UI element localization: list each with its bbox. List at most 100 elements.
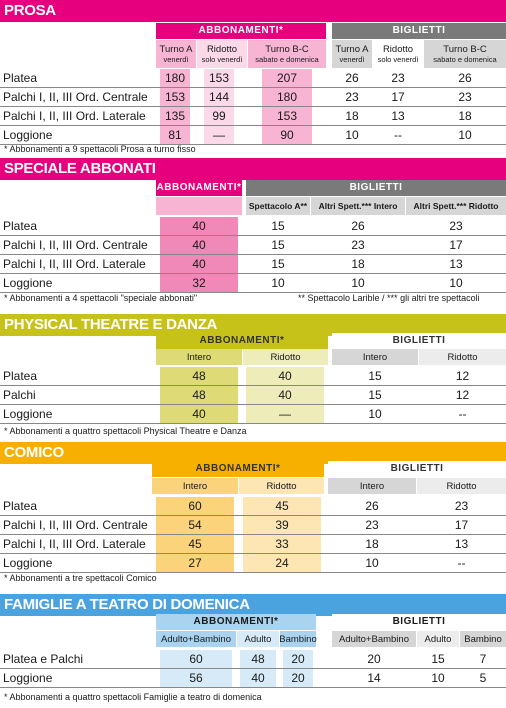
biglietto-price: 17 bbox=[391, 90, 405, 104]
biglietto-price: 7 bbox=[479, 652, 487, 666]
abbonamento-price: 60 bbox=[160, 650, 232, 668]
abbonamento-price: 90 bbox=[262, 126, 312, 144]
abbonamento-price: 20 bbox=[283, 669, 313, 687]
prosa-big-col-turno-bc: Turno B-C sabato e domenica bbox=[424, 40, 506, 68]
famiglie-abb-col-adulto-bambino: Adulto+Bambino bbox=[156, 631, 236, 647]
row-label: Palchi I, II, III Ord. Laterale bbox=[3, 257, 146, 271]
prosa-note: * Abbonamenti a 9 spettacoli Prosa a tur… bbox=[4, 144, 196, 154]
physical-note: * Abbonamenti a quattro spettacoli Physi… bbox=[4, 426, 247, 436]
row-label: Loggione bbox=[3, 128, 53, 142]
row-divider bbox=[0, 534, 506, 535]
abbonamento-price: 153 bbox=[204, 69, 234, 87]
biglietto-price: -- bbox=[394, 128, 402, 142]
speciale-note: * Abbonamenti a 4 spettacoli "speciale a… bbox=[4, 293, 198, 303]
row-label: Palchi I, II, III Ord. Centrale bbox=[3, 518, 148, 532]
biglietto-price: 26 bbox=[365, 499, 379, 513]
row-divider bbox=[0, 572, 506, 573]
row-label: Loggione bbox=[3, 276, 53, 290]
biglietto-price: 18 bbox=[345, 109, 359, 123]
row-divider bbox=[0, 87, 506, 88]
speciale-biglietti-header: BIGLIETTI bbox=[246, 180, 506, 196]
abbonamento-price: 56 bbox=[160, 669, 232, 687]
biglietto-price: 10 bbox=[365, 556, 379, 570]
row-label: Platea bbox=[3, 219, 38, 233]
biglietto-price: 23 bbox=[391, 71, 405, 85]
row-label: Platea bbox=[3, 71, 38, 85]
famiglie-note: * Abbonamenti a quattro spettacoli Famig… bbox=[4, 692, 262, 702]
abbonamento-price: 81 bbox=[160, 126, 190, 144]
speciale-abb-blank bbox=[156, 197, 242, 215]
row-label: Palchi bbox=[3, 388, 36, 402]
famiglie-big-col-adulto: Adulto bbox=[417, 631, 459, 647]
comico-abb-col-intero: Intero bbox=[152, 478, 238, 494]
abbonamento-price: 153 bbox=[262, 107, 312, 125]
row-divider bbox=[0, 235, 506, 236]
biglietto-price: 26 bbox=[351, 219, 365, 233]
abbonamento-price: 39 bbox=[243, 516, 321, 534]
speciale-abbonamenti-header: ABBONAMENTI* bbox=[156, 180, 242, 196]
famiglie-biglietti-header: BIGLIETTI bbox=[332, 614, 506, 630]
row-divider bbox=[0, 125, 506, 126]
speciale-big-col-a: Spettacolo A** bbox=[246, 197, 310, 215]
row-label: Loggione bbox=[3, 407, 53, 421]
abbonamento-price: 180 bbox=[160, 69, 190, 87]
row-label: Platea e Palchi bbox=[3, 652, 84, 666]
abbonamento-price: 32 bbox=[160, 274, 238, 292]
row-label: Palchi I, II, III Ord. Centrale bbox=[3, 90, 148, 104]
biglietto-price: 18 bbox=[351, 257, 365, 271]
section-title-famiglie: FAMIGLIE A TEATRO DI DOMENICA bbox=[0, 594, 506, 616]
biglietto-price: 10 bbox=[449, 276, 463, 290]
abbonamento-price: 144 bbox=[204, 88, 234, 106]
biglietto-price: 18 bbox=[365, 537, 379, 551]
row-label: Loggione bbox=[3, 671, 53, 685]
row-divider bbox=[0, 423, 506, 424]
abbonamento-price: 40 bbox=[246, 386, 324, 404]
row-divider bbox=[0, 144, 506, 145]
biglietto-price: 17 bbox=[454, 518, 469, 532]
row-label: Platea bbox=[3, 369, 38, 383]
row-divider bbox=[0, 254, 506, 255]
physical-big-col-intero: Intero bbox=[332, 349, 418, 365]
abbonamento-price: 24 bbox=[243, 554, 321, 572]
comico-abb-col-ridotto: Ridotto bbox=[239, 478, 324, 494]
row-label: Palchi I, II, III Ord. Centrale bbox=[3, 238, 148, 252]
famiglie-big-col-adulto-bambino: Adulto+Bambino bbox=[332, 631, 416, 647]
biglietto-price: 15 bbox=[368, 388, 382, 402]
abbonamento-price: 45 bbox=[156, 535, 234, 553]
abbonamento-price: 20 bbox=[283, 650, 313, 668]
section-title-speciale: SPECIALE ABBONATI bbox=[0, 158, 506, 180]
abbonamento-price: 40 bbox=[160, 217, 238, 235]
row-divider bbox=[0, 687, 506, 688]
abbonamento-price: 40 bbox=[160, 236, 238, 254]
abbonamento-price: 40 bbox=[160, 405, 238, 423]
biglietto-price: 23 bbox=[365, 518, 379, 532]
biglietto-price: 5 bbox=[479, 671, 487, 685]
comico-note: * Abbonamenti a tre spettacoli Comico bbox=[4, 573, 157, 583]
biglietto-price: 10 bbox=[351, 276, 365, 290]
biglietto-price: 12 bbox=[455, 369, 470, 383]
physical-big-col-ridotto: Ridotto bbox=[419, 349, 506, 365]
row-divider bbox=[0, 292, 506, 293]
biglietto-price: 23 bbox=[449, 219, 463, 233]
speciale-big-col-ridotto: Altri Spett.*** Ridotto bbox=[406, 197, 506, 215]
row-label: Palchi I, II, III Ord. Laterale bbox=[3, 537, 146, 551]
row-divider bbox=[0, 553, 506, 554]
abbonamento-price: 33 bbox=[243, 535, 321, 553]
row-divider bbox=[0, 385, 506, 386]
abbonamento-price: 180 bbox=[262, 88, 312, 106]
biglietto-price: 13 bbox=[454, 537, 469, 551]
section-title-physical: PHYSICAL THEATRE E DANZA bbox=[0, 314, 506, 336]
biglietto-price: 13 bbox=[391, 109, 405, 123]
section-title-prosa: PROSA bbox=[0, 0, 506, 22]
biglietto-price: 23 bbox=[458, 90, 472, 104]
biglietto-price: 26 bbox=[458, 71, 472, 85]
biglietto-price: 23 bbox=[454, 499, 469, 513]
biglietto-price: -- bbox=[457, 556, 466, 570]
row-divider bbox=[0, 106, 506, 107]
row-label: Palchi I, II, III Ord. Laterale bbox=[3, 109, 146, 123]
biglietto-price: 23 bbox=[351, 238, 365, 252]
abbonamento-price: 27 bbox=[156, 554, 234, 572]
abbonamento-price: 54 bbox=[156, 516, 234, 534]
